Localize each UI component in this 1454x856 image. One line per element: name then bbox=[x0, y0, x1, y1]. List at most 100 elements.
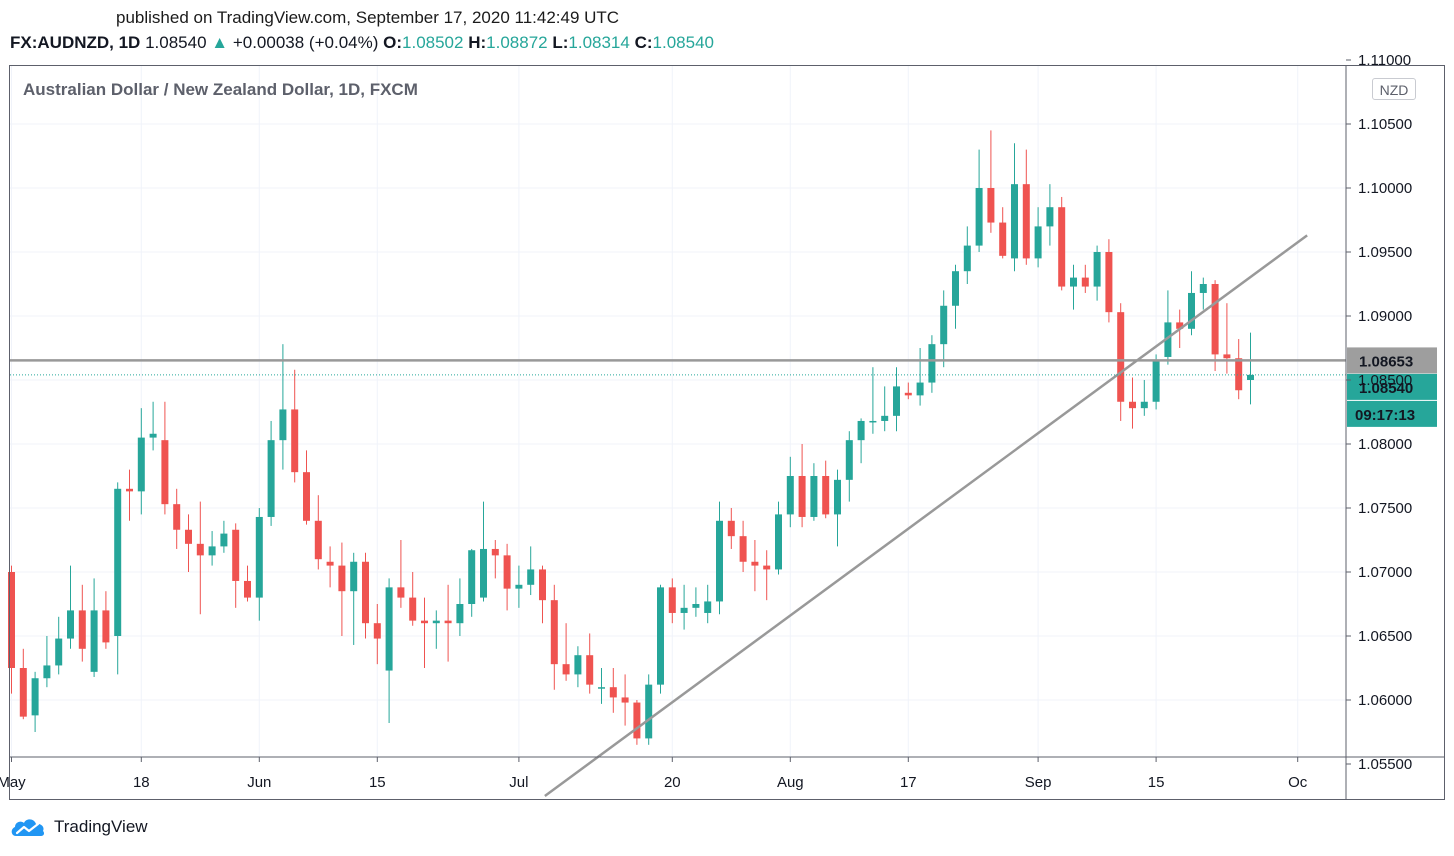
candle bbox=[409, 572, 417, 626]
candle-body bbox=[598, 687, 605, 689]
candle bbox=[904, 382, 912, 400]
candle bbox=[680, 584, 688, 630]
candle bbox=[869, 367, 877, 434]
candle-body bbox=[55, 638, 63, 666]
candle-body bbox=[916, 382, 924, 396]
candle-body bbox=[244, 580, 251, 598]
candle bbox=[550, 584, 558, 690]
candle-body bbox=[1247, 374, 1254, 380]
tradingview-logo[interactable]: TradingView bbox=[10, 816, 148, 838]
candle bbox=[1093, 245, 1101, 301]
candle-body bbox=[173, 504, 181, 530]
candle bbox=[621, 674, 629, 726]
candle-body bbox=[621, 697, 629, 703]
candle bbox=[857, 418, 865, 464]
candle bbox=[67, 565, 74, 649]
candle bbox=[55, 616, 63, 675]
candle-body bbox=[869, 420, 877, 423]
candle bbox=[208, 531, 216, 566]
x-tick-label: 17 bbox=[900, 774, 917, 791]
y-tick-label: 1.09000 bbox=[1358, 308, 1412, 325]
candle-body bbox=[338, 565, 346, 592]
candle-body bbox=[786, 476, 794, 515]
candle bbox=[1188, 271, 1195, 336]
candle bbox=[952, 264, 959, 329]
candle-body bbox=[385, 587, 393, 671]
candle bbox=[267, 420, 275, 526]
countdown-label: 09:17:13 bbox=[1355, 407, 1415, 424]
candle-body bbox=[421, 620, 428, 624]
candle-body bbox=[1105, 252, 1113, 313]
candle-body bbox=[503, 555, 511, 589]
candle-body bbox=[609, 687, 617, 698]
published-note: published on TradingView.com, September … bbox=[116, 8, 620, 27]
candle-body bbox=[952, 271, 959, 306]
candle-body bbox=[539, 569, 546, 601]
candle-body bbox=[8, 572, 15, 668]
candle-body bbox=[78, 610, 86, 649]
up-arrow-icon: ▲ bbox=[211, 33, 229, 52]
candle bbox=[1211, 280, 1219, 372]
candle-body bbox=[362, 561, 369, 624]
candle-body bbox=[527, 569, 535, 585]
candle bbox=[78, 584, 86, 662]
candle-body bbox=[834, 479, 841, 515]
candle bbox=[444, 584, 452, 662]
candle-body bbox=[1081, 277, 1089, 287]
y-tick-label: 1.10500 bbox=[1358, 116, 1412, 133]
candle-body bbox=[456, 604, 464, 624]
candle-body bbox=[574, 655, 582, 675]
candle bbox=[326, 546, 334, 588]
candle bbox=[491, 540, 499, 579]
candle bbox=[1046, 184, 1054, 246]
currency-badge[interactable]: NZD bbox=[1372, 78, 1416, 100]
candle-body bbox=[303, 472, 310, 521]
candle bbox=[539, 565, 546, 624]
candle bbox=[503, 543, 511, 611]
candle bbox=[574, 646, 582, 688]
candle bbox=[810, 463, 818, 521]
candle-body bbox=[196, 543, 204, 556]
y-tick-label: 1.11000 bbox=[1358, 52, 1411, 69]
candle bbox=[244, 565, 251, 602]
candle-body bbox=[904, 392, 912, 396]
candle-body bbox=[775, 514, 782, 570]
candle bbox=[562, 623, 570, 681]
candle-body bbox=[1117, 312, 1125, 402]
candle bbox=[1011, 143, 1018, 272]
candle-body bbox=[291, 409, 299, 473]
candle bbox=[845, 431, 853, 502]
candle-body bbox=[1129, 401, 1136, 409]
candle-body bbox=[645, 684, 653, 739]
candle bbox=[515, 565, 523, 608]
candle-body bbox=[1070, 277, 1077, 287]
x-tick-label: Aug bbox=[777, 774, 804, 791]
x-tick-label: Sep bbox=[1025, 774, 1052, 791]
candle bbox=[102, 591, 110, 649]
candle bbox=[126, 469, 133, 521]
y-tick-label: 1.08500 bbox=[1358, 372, 1412, 389]
candle bbox=[716, 501, 723, 615]
candle-body bbox=[208, 546, 216, 556]
candle bbox=[1117, 303, 1125, 421]
candle-body bbox=[373, 623, 381, 639]
y-tick-label: 1.08000 bbox=[1358, 436, 1412, 453]
candle-body bbox=[350, 561, 358, 592]
candle bbox=[373, 604, 381, 665]
candle bbox=[31, 671, 39, 732]
candle-body bbox=[763, 565, 771, 570]
high-value: 1.08872 bbox=[486, 33, 548, 52]
candle bbox=[8, 565, 15, 694]
candle bbox=[1199, 277, 1207, 310]
candle-body bbox=[999, 222, 1007, 256]
candle bbox=[1140, 380, 1148, 416]
candle-body bbox=[90, 610, 98, 672]
candle bbox=[161, 401, 169, 515]
candle-body bbox=[928, 344, 936, 383]
ohlc-legend: FX:AUDNZD, 1D 1.08540 ▲ +0.00038 (+0.04%… bbox=[10, 33, 714, 53]
candle bbox=[598, 668, 605, 704]
time-axis: May 18 Jun 15 Jul 20 Aug 17 Sep 15 Oc bbox=[0, 756, 1444, 791]
y-tick-label: 1.10000 bbox=[1358, 180, 1412, 197]
x-tick-label: Jun bbox=[247, 774, 271, 791]
